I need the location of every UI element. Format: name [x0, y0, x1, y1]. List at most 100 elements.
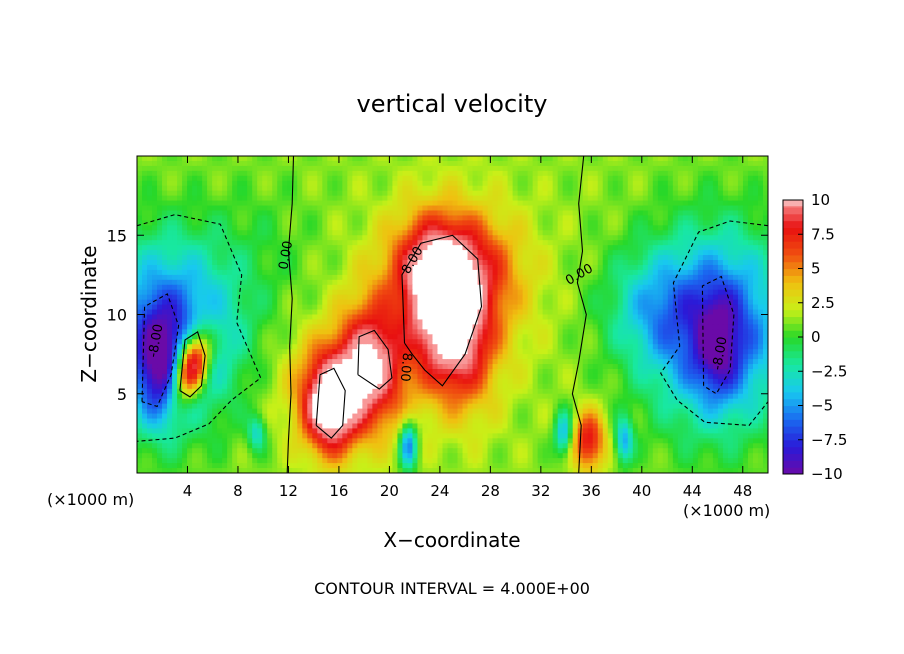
field-cell: [432, 220, 439, 226]
field-cell: [497, 190, 504, 197]
field-cell: [227, 324, 233, 330]
field-cell: [487, 210, 494, 217]
field-cell: [332, 319, 338, 325]
field-cell: [272, 205, 278, 212]
field-cell: [142, 299, 148, 306]
field-cell: [757, 156, 764, 162]
field-cell: [657, 200, 664, 207]
field-cell: [247, 255, 253, 261]
field-cell: [557, 205, 564, 212]
field-cell: [532, 289, 539, 296]
field-cell: [387, 294, 394, 301]
field-cell: [302, 240, 308, 246]
field-cell: [382, 319, 388, 325]
field-cell: [202, 165, 208, 172]
field-cell: [522, 250, 529, 256]
field-cell: [642, 269, 649, 276]
field-cell: [412, 309, 419, 316]
field-cell: [642, 230, 649, 236]
field-cell: [302, 245, 308, 251]
field-cell: [682, 185, 689, 192]
field-cell: [452, 195, 459, 202]
field-cell: [537, 260, 544, 266]
field-cell: [297, 260, 303, 266]
field-cell: [622, 329, 629, 335]
field-cell: [232, 215, 238, 221]
field-cell: [642, 180, 649, 187]
field-cell: [597, 309, 604, 316]
field-cell: [152, 210, 158, 217]
field-cell: [447, 349, 454, 355]
field-cell: [382, 324, 388, 330]
field-cell: [702, 156, 709, 162]
field-cell: [307, 260, 313, 266]
field-cell: [397, 160, 404, 167]
field-cell: [697, 185, 704, 192]
field-cell: [662, 160, 669, 167]
field-cell: [532, 294, 539, 301]
field-cell: [507, 240, 514, 246]
field-cell: [182, 160, 188, 167]
field-cell: [607, 334, 614, 340]
field-cell: [212, 274, 218, 281]
field-cell: [302, 264, 308, 271]
field-cell: [277, 200, 283, 207]
field-cell: [552, 314, 559, 321]
field-cell: [732, 319, 739, 325]
field-cell: [487, 170, 494, 177]
field-cell: [707, 160, 714, 167]
field-cell: [247, 304, 253, 311]
field-cell: [707, 245, 714, 251]
field-cell: [532, 334, 539, 340]
field-cell: [152, 314, 158, 321]
field-cell: [527, 225, 534, 231]
field-cell: [417, 225, 424, 231]
field-cell: [637, 339, 644, 345]
field-cell: [447, 180, 454, 187]
field-cell: [137, 274, 143, 281]
field-cell: [597, 260, 604, 266]
field-cell: [387, 235, 394, 241]
field-cell: [342, 235, 348, 241]
field-cell: [487, 304, 494, 311]
field-cell: [737, 235, 744, 241]
field-cell: [652, 334, 659, 340]
field-cell: [737, 185, 744, 192]
field-cell: [187, 210, 193, 217]
field-cell: [212, 264, 218, 271]
field-cell: [167, 309, 173, 316]
field-cell: [562, 156, 569, 162]
field-cell: [242, 190, 248, 197]
field-cell: [312, 156, 318, 162]
field-cell: [712, 205, 719, 212]
field-cell: [732, 339, 739, 345]
field-cell: [172, 195, 178, 202]
field-cell: [182, 240, 188, 246]
field-cell: [312, 294, 318, 301]
field-cell: [672, 195, 679, 202]
field-cell: [317, 245, 323, 251]
field-cell: [397, 269, 404, 276]
field-cell: [427, 240, 434, 246]
field-cell: [447, 264, 454, 271]
field-cell: [262, 245, 268, 251]
field-cell: [437, 299, 444, 306]
field-cell: [167, 284, 173, 291]
field-cell: [257, 200, 263, 207]
field-cell: [437, 165, 444, 172]
field-cell: [392, 235, 399, 241]
field-cell: [447, 260, 454, 266]
field-cell: [562, 225, 569, 231]
field-cell: [712, 160, 719, 167]
field-cell: [482, 334, 489, 340]
field-cell: [337, 156, 343, 162]
field-cell: [662, 304, 669, 311]
field-cell: [372, 200, 378, 207]
field-cell: [742, 240, 749, 246]
field-cell: [567, 170, 574, 177]
field-cell: [717, 260, 724, 266]
field-cell: [702, 190, 709, 197]
field-cell: [657, 230, 664, 236]
field-cell: [362, 329, 368, 335]
field-cell: [572, 334, 579, 340]
